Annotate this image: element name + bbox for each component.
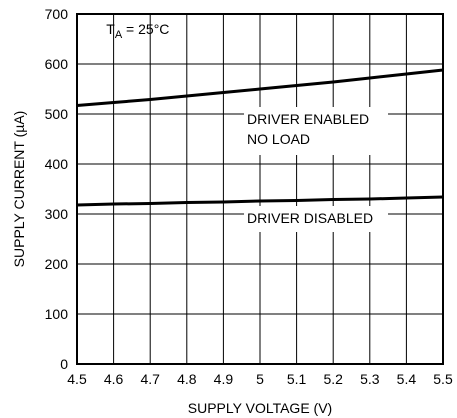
x-tick-label: 5 (256, 371, 264, 387)
y-tick-labels: 0 100 200 300 400 500 600 700 (45, 6, 69, 372)
series-line-driver-enabled (76, 68, 444, 107)
x-tick-label: 5.5 (433, 371, 453, 387)
series-line-driver-disabled (76, 195, 444, 207)
series-labels: DRIVER ENABLED NO LOAD DRIVER DISABLED (244, 107, 389, 232)
series-label-background (244, 206, 389, 232)
x-tick-label: 5.2 (323, 371, 343, 387)
x-axis-label: SUPPLY VOLTAGE (V) (188, 400, 332, 416)
condition-value: = 25°C (122, 21, 169, 37)
y-tick-label: 600 (45, 56, 69, 72)
condition-subscript: A (115, 29, 123, 41)
series-lines (76, 68, 444, 207)
temperature-condition: TA = 25°C (106, 21, 169, 41)
x-tick-labels: 4.5 4.6 4.7 4.8 4.9 5 5.1 5.2 5.3 5.4 5.5 (67, 371, 453, 387)
y-tick-label: 100 (45, 306, 69, 322)
y-tick-label: 200 (45, 256, 69, 272)
plot-frame (76, 13, 444, 365)
y-tick-label: 700 (45, 6, 69, 22)
x-tick-label: 4.5 (67, 371, 87, 387)
x-tick-label: 5.4 (397, 371, 417, 387)
condition-symbol: T (106, 21, 115, 37)
x-tick-label: 4.7 (140, 371, 160, 387)
series-label-background (244, 107, 389, 155)
series-label: NO LOAD (247, 131, 310, 147)
y-tick-label: 400 (45, 156, 69, 172)
x-tick-label: 4.9 (214, 371, 234, 387)
x-tick-label: 5.3 (360, 371, 380, 387)
y-tick-label: 0 (60, 356, 68, 372)
grid (77, 14, 443, 364)
series-label: DRIVER ENABLED (247, 111, 369, 127)
x-tick-label: 4.8 (177, 371, 197, 387)
y-tick-label: 300 (45, 206, 69, 222)
y-axis-label: SUPPLY CURRENT (µA) (11, 111, 27, 268)
x-tick-label: 5.1 (287, 371, 307, 387)
series-label: DRIVER DISABLED (247, 210, 373, 226)
y-tick-label: 500 (45, 106, 69, 122)
x-tick-label: 4.6 (104, 371, 124, 387)
